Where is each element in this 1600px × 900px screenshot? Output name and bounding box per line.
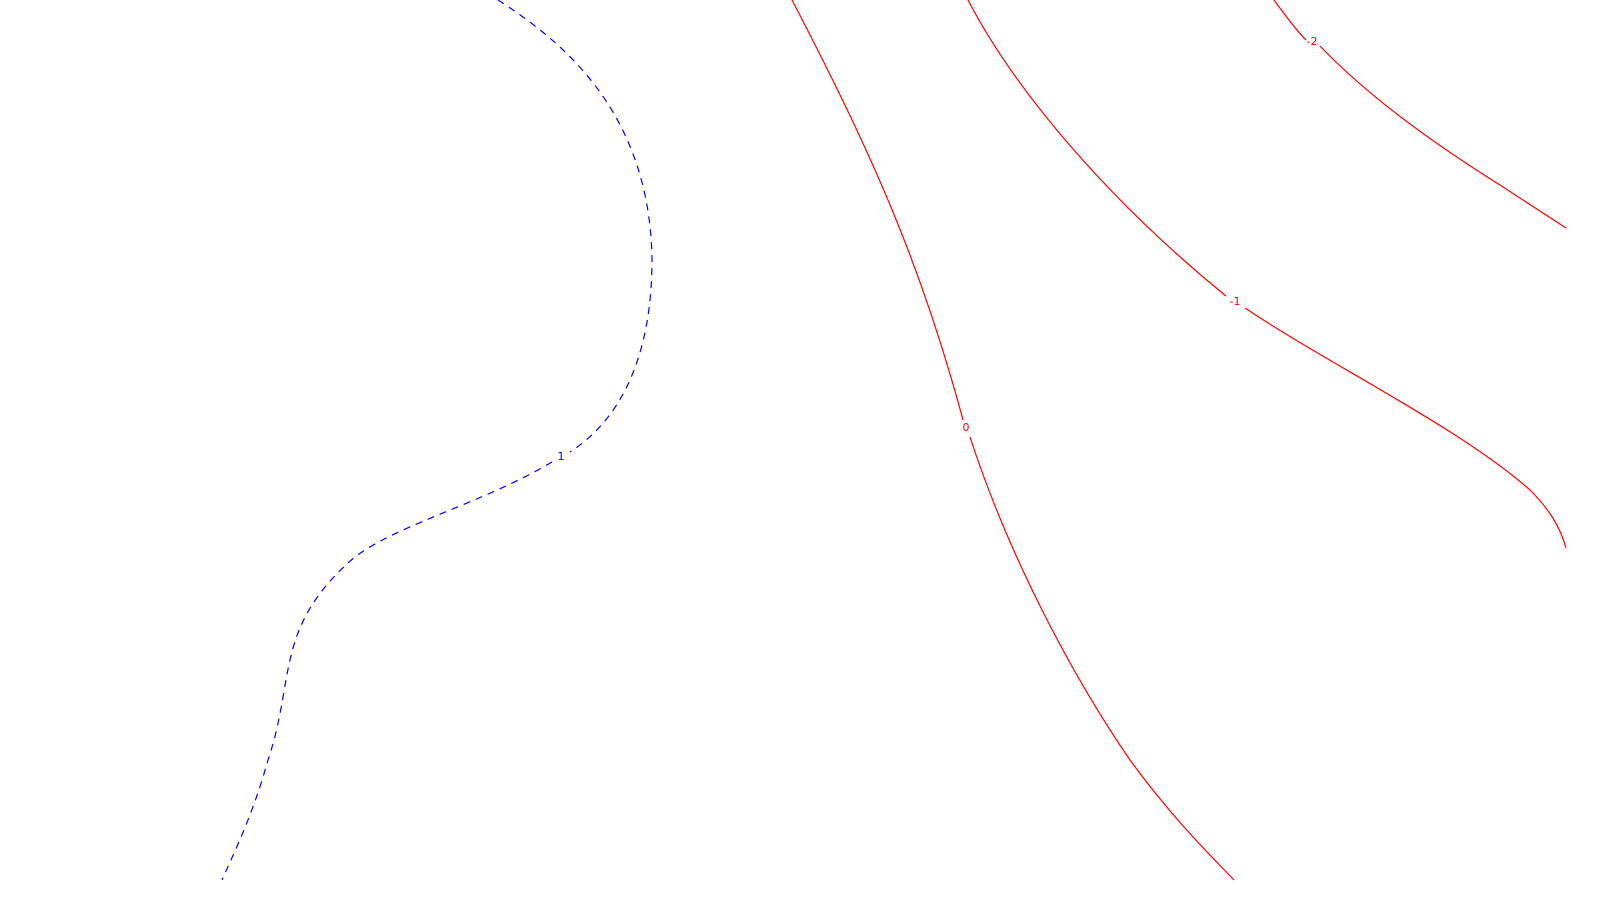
contour-label-neg1: -1	[1230, 295, 1241, 308]
contour-line-neg1	[967, 0, 1567, 549]
contour-label-zero: 0	[963, 421, 970, 434]
contour-line-zero	[791, 0, 1235, 881]
contour-group-neg1: -1	[967, 0, 1567, 549]
contour-group-pos1: 1	[221, 0, 653, 881]
contour-label-pos1: 1	[558, 450, 565, 463]
contour-label-neg2: -2	[1307, 35, 1318, 48]
contour-line-pos1	[221, 0, 653, 881]
contour-line-neg2	[1273, 0, 1567, 229]
contour-group-zero: 0	[791, 0, 1235, 881]
contour-group-neg2: -2	[1273, 0, 1567, 229]
